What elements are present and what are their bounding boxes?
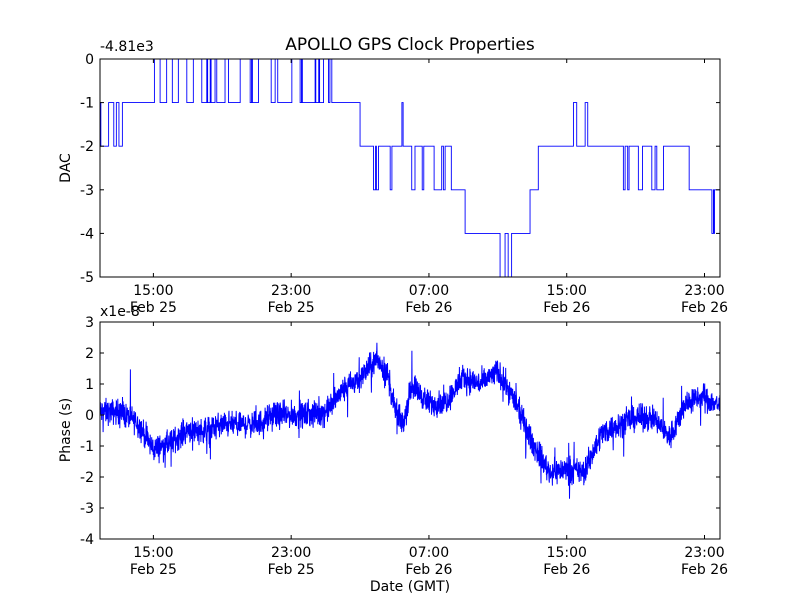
xtick-date-label: Feb 26 xyxy=(405,300,452,316)
ytick-label: 0 xyxy=(85,52,94,68)
ytick-label: -5 xyxy=(80,270,94,286)
xtick-time-label: 07:00 xyxy=(409,283,449,299)
ytick-label: -4 xyxy=(80,226,94,242)
ytick-label: 1 xyxy=(85,377,94,393)
chart-title: APOLLO GPS Clock Properties xyxy=(285,35,535,55)
xtick-date-label: Feb 26 xyxy=(543,300,590,316)
xtick-time-label: 07:00 xyxy=(409,545,449,561)
xtick-time-label: 15:00 xyxy=(133,283,173,299)
xtick-date-label: Feb 25 xyxy=(130,562,177,578)
dac-series-line xyxy=(100,59,720,277)
dac-offset-label: -4.81e3 xyxy=(100,39,154,55)
ytick-label: -1 xyxy=(80,439,94,455)
ytick-label: 3 xyxy=(85,315,94,331)
axes-frame xyxy=(99,58,721,278)
dac-ylabel: DAC xyxy=(58,153,74,183)
xtick-time-label: 23:00 xyxy=(684,283,724,299)
xtick-date-label: Feb 26 xyxy=(405,562,452,578)
phase-offset-label: x1e-8 xyxy=(100,304,140,320)
ytick-label: -2 xyxy=(80,470,94,486)
xtick-date-label: Feb 25 xyxy=(268,562,315,578)
xtick-date-label: Feb 25 xyxy=(130,300,177,316)
xtick-date-label: Feb 26 xyxy=(681,562,728,578)
xtick-time-label: 23:00 xyxy=(684,545,724,561)
xtick-time-label: 15:00 xyxy=(547,283,587,299)
phase-ylabel: Phase (s) xyxy=(58,398,74,462)
ytick-label: -4 xyxy=(80,532,94,548)
phase-series-line xyxy=(100,342,720,499)
ytick-label: -3 xyxy=(80,183,94,199)
xtick-time-label: 23:00 xyxy=(271,283,311,299)
xtick-time-label: 15:00 xyxy=(547,545,587,561)
ytick-label: -3 xyxy=(80,501,94,517)
xtick-date-label: Feb 26 xyxy=(543,562,590,578)
ytick-label: -2 xyxy=(80,139,94,155)
xtick-date-label: Feb 26 xyxy=(681,300,728,316)
xtick-time-label: 15:00 xyxy=(133,545,173,561)
axes-frame xyxy=(99,321,721,540)
ytick-label: 2 xyxy=(85,346,94,362)
ytick-label: -1 xyxy=(80,96,94,112)
phase-xlabel: Date (GMT) xyxy=(370,579,450,595)
xtick-date-label: Feb 25 xyxy=(268,300,315,316)
xtick-time-label: 23:00 xyxy=(271,545,311,561)
ytick-label: 0 xyxy=(85,408,94,424)
